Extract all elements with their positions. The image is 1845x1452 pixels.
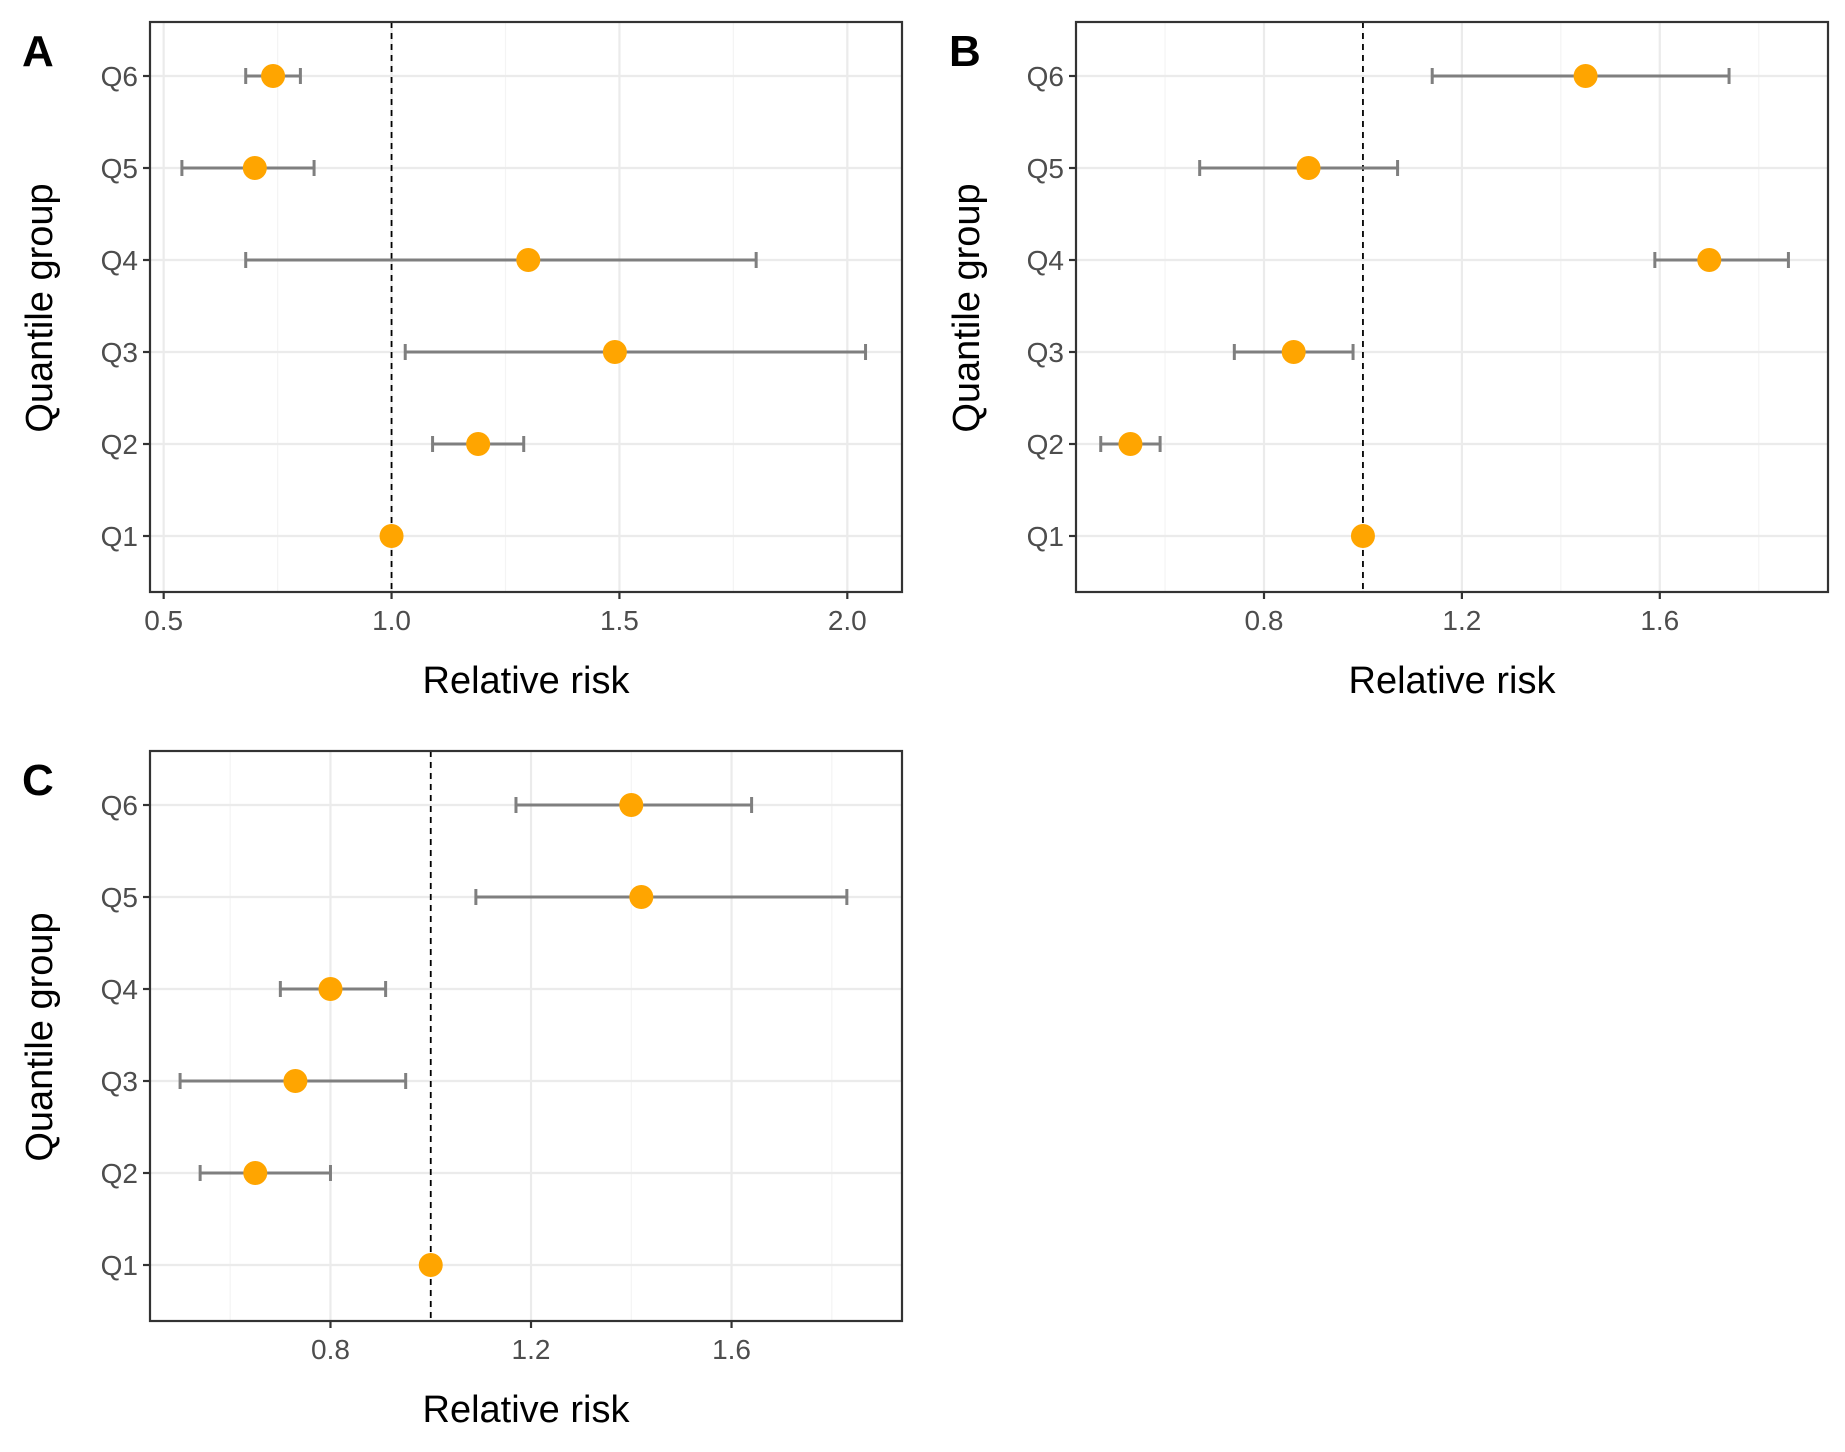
panel-b-xtick-label: 1.6 [1640, 605, 1679, 636]
panel-a-ytick-label-q6: Q6 [101, 61, 138, 92]
panel-a-plot-area: Q1 Q2 Q3 Q4 Q5 Q6 0.5 1.0 1.5 2.0 [101, 20, 904, 636]
panel-a-frame [148, 20, 904, 594]
panel-a-xlabel: Relative risk [423, 660, 631, 702]
panel-a-label: A [22, 27, 54, 76]
panel-b-background [1076, 22, 1828, 592]
panel-a-errorbar-q4 [244, 252, 758, 268]
panel-b-point-q2 [1118, 432, 1143, 456]
panel-c-ytick-label-q3: Q3 [101, 1066, 138, 1097]
panel-b-point-q1 [1350, 524, 1375, 548]
panel-b-plot-area: Q1 Q2 Q3 Q4 Q5 Q6 0.8 1.2 1.6 [1027, 20, 1830, 636]
panel-c-plot-area: Q1 Q2 Q3 Q4 Q5 Q6 0.8 1.2 1.6 [101, 749, 904, 1365]
panel-c-errorbar-q5 [474, 889, 849, 905]
panel-b-xtick-label: 0.8 [1245, 605, 1284, 636]
panel-a-ytick-label-q5: Q5 [101, 153, 138, 184]
panel-c-point-q2 [243, 1161, 268, 1185]
panel-b-ytick-label-q6: Q6 [1027, 61, 1064, 92]
panel-c-point-q5 [629, 885, 654, 909]
panel-b-ytick-label-q5: Q5 [1027, 153, 1064, 184]
panel-b-ytick-label-q2: Q2 [1027, 429, 1064, 460]
panel-a-point-q5 [242, 156, 267, 180]
panel-c-xtick-label: 1.2 [512, 1334, 551, 1365]
panel-b-label: B [949, 27, 981, 76]
panel-a-xtick-label: 1.0 [372, 605, 411, 636]
panel-c-ylabel: Quantile group [19, 912, 61, 1161]
panel-c-xtick-label: 1.6 [712, 1334, 751, 1365]
panel-a-point-q2 [466, 432, 491, 456]
panel-b: B Quantile group Relative risk Q1Q2Q3Q4Q… [946, 20, 1830, 702]
panel-a-xtick-label: 0.5 [144, 605, 183, 636]
panel-b-ylabel: Quantile group [946, 183, 988, 432]
panel-b-ytick-label-q1: Q1 [1027, 521, 1064, 552]
panel-b-point-q3 [1281, 340, 1306, 364]
panel-a-xtick-label: 1.5 [600, 605, 639, 636]
panel-c-label: C [22, 756, 54, 805]
panel-a-point-q4 [516, 248, 541, 272]
panel-b-xtick-label: 1.2 [1442, 605, 1481, 636]
panel-c-ytick-label-q4: Q4 [101, 974, 138, 1005]
panel-c-ytick-label-q2: Q2 [101, 1158, 138, 1189]
panel-b-point-q5 [1296, 156, 1321, 180]
panel-c: C Quantile group Relative risk Q1Q2Q3Q4Q… [19, 749, 904, 1431]
panel-c-point-q3 [283, 1069, 308, 1093]
panel-a-errorbar-q3 [403, 344, 868, 360]
panel-b-ytick-label-q3: Q3 [1027, 337, 1064, 368]
panel-a-ytick-label-q1: Q1 [101, 521, 138, 552]
panel-a-xtick-label: 2.0 [828, 605, 867, 636]
panel-c-point-q6 [619, 793, 644, 817]
panel-a-background [150, 22, 902, 592]
panel-c-point-q1 [418, 1253, 443, 1277]
panel-c-frame [148, 749, 904, 1323]
panel-b-errorbar-q4 [1653, 252, 1790, 268]
panel-a-ytick-label-q3: Q3 [101, 337, 138, 368]
panel-c-xlabel: Relative risk [423, 1389, 631, 1431]
panel-c-ytick-label-q1: Q1 [101, 1250, 138, 1281]
panel-b-ytick-label-q4: Q4 [1027, 245, 1064, 276]
panel-a-ytick-label-q4: Q4 [101, 245, 138, 276]
panel-a-point-q6 [261, 64, 286, 88]
panel-a-point-q1 [379, 524, 404, 548]
panel-c-ytick-label-q5: Q5 [101, 882, 138, 913]
panel-c-point-q4 [318, 977, 343, 1001]
panel-c-ytick-label-q6: Q6 [101, 790, 138, 821]
panel-c-xtick-label: 0.8 [311, 1334, 350, 1365]
panel-b-point-q4 [1697, 248, 1722, 272]
panel-a-ylabel: Quantile group [19, 183, 61, 432]
panel-a: A Quantile group Relative risk Q1Q2Q3Q4Q… [19, 20, 904, 702]
panel-a-ytick-label-q2: Q2 [101, 429, 138, 460]
panel-b-xlabel: Relative risk [1349, 660, 1557, 702]
panel-b-frame [1074, 20, 1830, 594]
panel-b-point-q6 [1573, 64, 1598, 88]
panel-a-point-q3 [602, 340, 627, 364]
panel-c-background [150, 751, 902, 1321]
